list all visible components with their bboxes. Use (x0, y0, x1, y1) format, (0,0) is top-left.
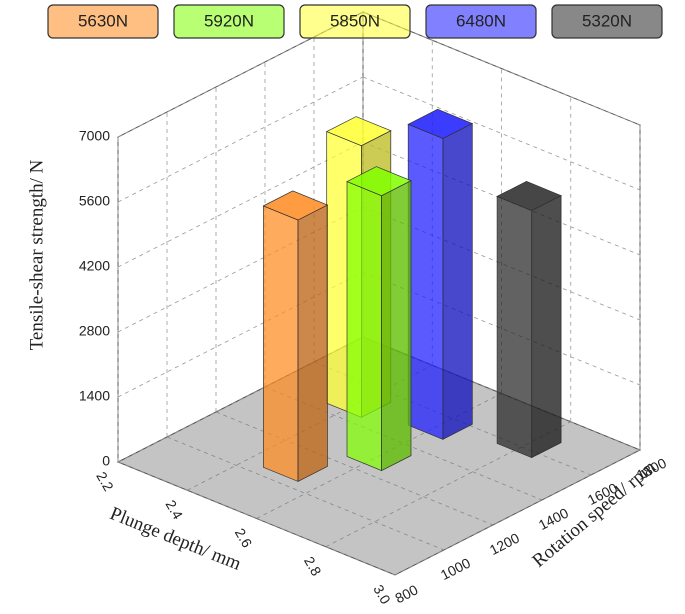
z-tick-label: 800 (392, 581, 420, 606)
grid-line (394, 449, 641, 576)
x-tick-label: 2.6 (232, 525, 256, 550)
bar-side-shade (531, 195, 562, 458)
grid-line (117, 76, 364, 203)
bar (496, 181, 562, 459)
bar-side-shade (442, 123, 473, 440)
bar-front (346, 181, 382, 472)
bar-side-shade (298, 205, 328, 482)
legend-label: 5920N (204, 11, 254, 30)
y-tick-label: 0 (102, 453, 110, 469)
bar-top (325, 116, 392, 147)
y-axis-label: Tensile-shear strength/ N (26, 159, 47, 350)
grid-line (117, 206, 364, 333)
bar (407, 108, 474, 440)
y-tick-label: 7000 (79, 128, 110, 144)
grid-line (117, 141, 364, 268)
z-tick-label: 1000 (438, 555, 473, 583)
z-tick-label: 1200 (487, 530, 522, 558)
x-tick-label: 3.0 (370, 582, 394, 607)
legend-swatch (173, 4, 285, 39)
grid-line (215, 411, 494, 526)
legend-swatch (425, 4, 537, 39)
legend-swatch (299, 4, 411, 39)
bar-front (263, 205, 299, 482)
legend-swatch (551, 4, 663, 39)
grid-line (362, 76, 641, 191)
bar-front (496, 195, 533, 459)
x-tick-label: 2.8 (301, 554, 325, 579)
y-tick-label: 2800 (79, 323, 110, 339)
legend-label: 5320N (582, 11, 632, 30)
legend-swatch (47, 4, 159, 39)
grid-line (117, 336, 364, 463)
y-tick-label: 5600 (79, 193, 110, 209)
x-tick-label: 2.4 (163, 497, 187, 522)
grid-line (117, 271, 364, 398)
legend-label: 6480N (456, 11, 506, 30)
legend-label: 5630N (78, 11, 128, 30)
bar-top (407, 108, 474, 139)
grid-line (117, 461, 396, 576)
bar-top (496, 181, 562, 211)
grid-line (325, 421, 571, 548)
grid-line (166, 436, 445, 551)
bar (262, 190, 329, 482)
x-tick-label: 2.2 (93, 469, 117, 494)
bar-top (346, 166, 412, 197)
grid-line (117, 11, 364, 138)
legend-label: 5850N (330, 11, 380, 30)
bar-side-shade (381, 180, 411, 471)
bar (346, 166, 412, 472)
y-tick-label: 4200 (79, 258, 110, 274)
y-tick-label: 1400 (79, 388, 110, 404)
bar-front (407, 123, 444, 440)
bar-top (262, 190, 329, 221)
